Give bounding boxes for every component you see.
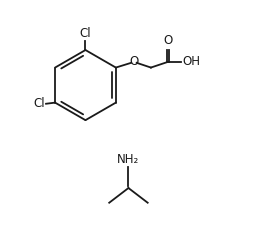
Text: Cl: Cl	[80, 27, 91, 40]
Text: OH: OH	[183, 55, 201, 68]
Text: NH₂: NH₂	[117, 153, 140, 166]
Text: O: O	[163, 34, 172, 47]
Text: O: O	[129, 55, 139, 68]
Text: Cl: Cl	[34, 97, 45, 110]
